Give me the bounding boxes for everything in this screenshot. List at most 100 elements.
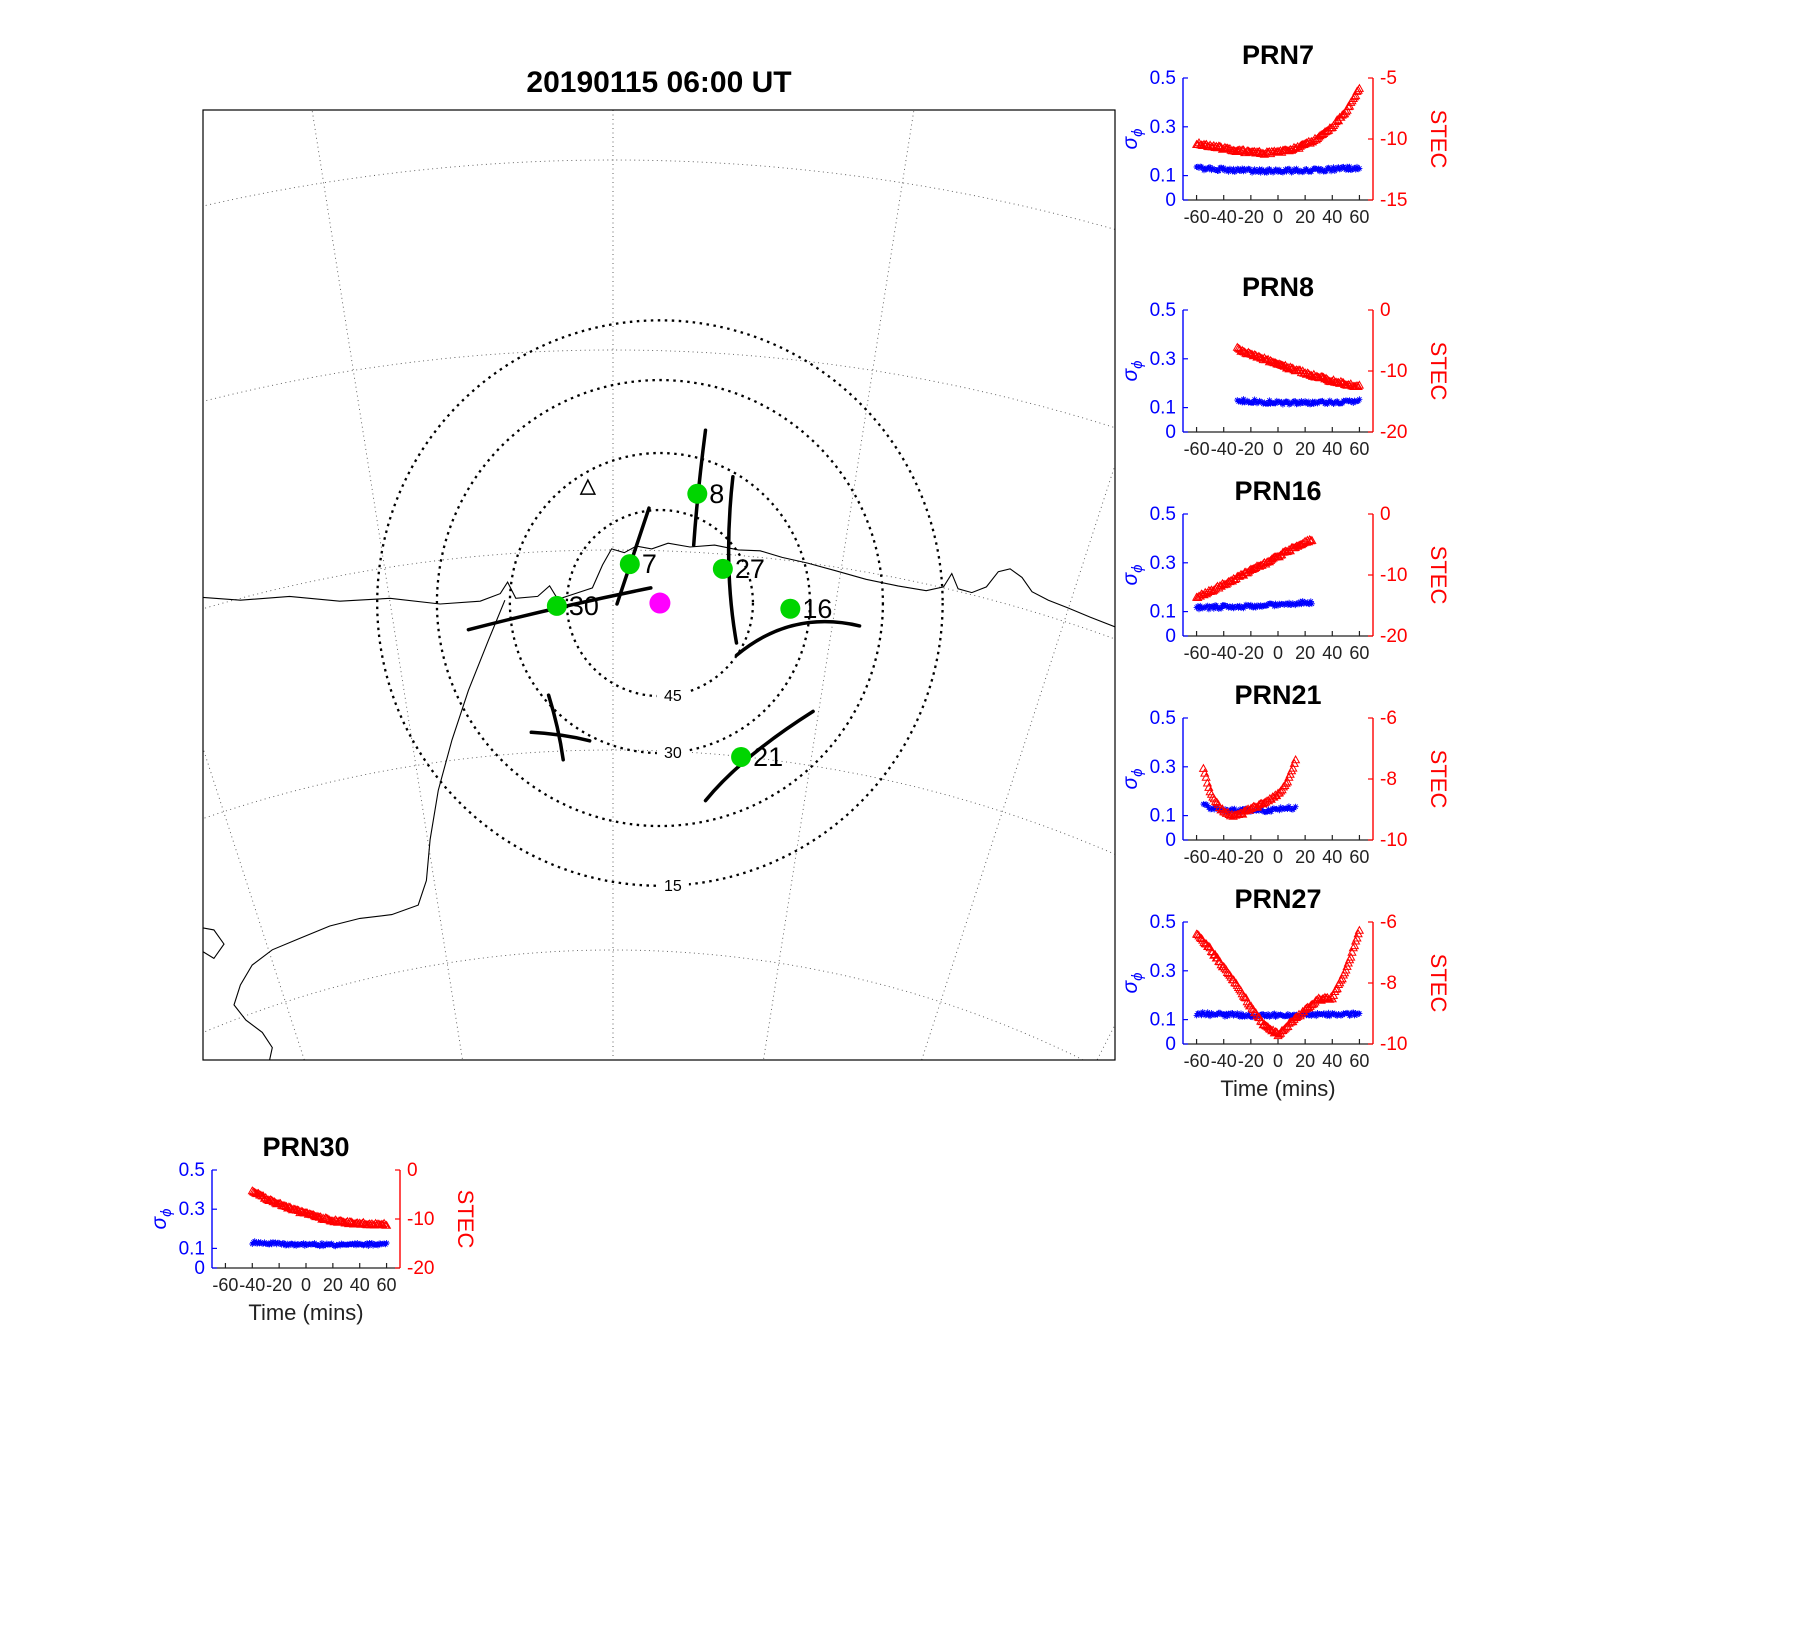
x-tick-label: 20 — [1295, 847, 1315, 867]
sigma-phi-axis-label: σϕ — [1119, 972, 1146, 993]
satellite-dot-prn27 — [712, 558, 733, 579]
satellite-dot-prn16 — [780, 598, 801, 619]
sigma-phi-series — [1193, 1009, 1363, 1021]
left-tick-label: 0 — [1165, 830, 1176, 851]
stec-axis-label: STEC — [1426, 750, 1451, 809]
left-tick-label: 0.3 — [1150, 757, 1176, 778]
x-tick-label: 60 — [1349, 847, 1369, 867]
x-tick-label: 20 — [1295, 207, 1315, 227]
x-tick-label: 40 — [1322, 847, 1342, 867]
x-tick-label: -60 — [1184, 643, 1210, 663]
right-tick-label: -10 — [1380, 129, 1407, 150]
sigma-phi-series — [1193, 163, 1363, 176]
svg-text:STEC: STEC — [1426, 546, 1451, 605]
subplot-title-PRN16: PRN16 — [1234, 476, 1321, 506]
x-tick-label: 20 — [1295, 1051, 1315, 1071]
right-tick-label: -5 — [1380, 68, 1397, 89]
sigma-phi-axis-label: σϕ — [1119, 128, 1146, 149]
satellite-label-prn27: 27 — [735, 554, 765, 584]
right-tick-label: -8 — [1380, 973, 1397, 994]
x-tick-label: 0 — [1273, 439, 1283, 459]
subplot-title-PRN8: PRN8 — [1242, 272, 1314, 302]
direction-triangle-marker — [579, 478, 597, 495]
x-tick-label: -40 — [1211, 207, 1237, 227]
sigma-phi-axis-label: σϕ — [1119, 360, 1146, 381]
left-tick-label: 0.5 — [1150, 504, 1176, 525]
satellite-dot-prn30 — [546, 595, 567, 616]
svg-text:STEC: STEC — [1426, 342, 1451, 401]
satellite-dot-prn8 — [687, 483, 708, 504]
x-tick-label: 60 — [1349, 439, 1369, 459]
svg-text:STEC: STEC — [1426, 954, 1451, 1013]
right-tick-label: -10 — [407, 1209, 434, 1230]
satellite-label-prn21: 21 — [753, 742, 783, 772]
subplot-title-PRN30: PRN30 — [262, 1132, 349, 1162]
left-tick-label: 0.3 — [1150, 553, 1176, 574]
stec-series — [1191, 925, 1365, 1040]
left-tick-label: 0.3 — [1150, 961, 1176, 982]
svg-text:STEC: STEC — [1426, 110, 1451, 169]
map-title: 20190115 06:00 UT — [526, 66, 792, 99]
x-tick-label: 20 — [323, 1275, 343, 1295]
satellite-points: 8 7 27 30 16 21 — [546, 479, 832, 772]
elevation-ring-label: 15 — [664, 878, 682, 895]
left-tick-label: 0.1 — [179, 1238, 205, 1259]
left-tick-label: 0.3 — [1150, 349, 1176, 370]
left-tick-label: 0.5 — [1150, 708, 1176, 729]
x-tick-label: 40 — [1322, 439, 1342, 459]
right-tick-label: -6 — [1380, 912, 1397, 933]
x-tick-label: -40 — [1211, 439, 1237, 459]
x-tick-label: -20 — [1238, 1051, 1264, 1071]
x-tick-label: -40 — [1211, 643, 1237, 663]
elevation-ring-label: 45 — [664, 688, 682, 705]
left-tick-label: 0.1 — [1150, 806, 1176, 827]
stec-series — [247, 1186, 392, 1229]
x-tick-label: -40 — [239, 1275, 265, 1295]
right-tick-label: 0 — [1380, 300, 1391, 321]
sigma-phi-series — [1234, 396, 1363, 408]
x-tick-label: -60 — [1184, 439, 1210, 459]
x-tick-label: 60 — [377, 1275, 397, 1295]
x-tick-label: 60 — [1349, 207, 1369, 227]
stec-series — [1191, 83, 1365, 158]
x-tick-label: -20 — [1238, 847, 1264, 867]
x-tick-label: 40 — [1322, 643, 1342, 663]
subplot-PRN7: -60 -40 -20 0 20 40 60 0 0.1 0.3 0.5 -5 -10 -15 PRN7 σϕ… — [1119, 40, 1451, 227]
x-tick-label: -60 — [1184, 847, 1210, 867]
sigma-phi-axis-label: σϕ — [148, 1208, 175, 1229]
left-tick-label: 0 — [1165, 190, 1176, 211]
stec-axis-label: STEC — [1426, 342, 1451, 401]
svg-text:STEC: STEC — [453, 1190, 478, 1249]
left-tick-label: 0.3 — [1150, 117, 1176, 138]
right-tick-label: -6 — [1380, 708, 1397, 729]
x-tick-label: -60 — [212, 1275, 238, 1295]
left-tick-label: 0.5 — [1150, 300, 1176, 321]
satellite-label-prn8: 8 — [709, 479, 724, 509]
elevation-ring-label: 30 — [664, 745, 682, 762]
right-tick-label: -10 — [1380, 565, 1407, 586]
x-tick-label: 0 — [1273, 847, 1283, 867]
left-tick-label: 0 — [1165, 1034, 1176, 1055]
left-tick-label: 0.1 — [1150, 398, 1176, 419]
svg-text:σϕ: σϕ — [1119, 564, 1146, 585]
svg-text:σϕ: σϕ — [1119, 360, 1146, 381]
right-tick-label: -20 — [1380, 422, 1407, 443]
right-tick-label: -20 — [407, 1258, 434, 1279]
coastline — [203, 542, 1115, 1060]
map-frame — [202, 109, 1116, 1061]
left-tick-label: 0.3 — [179, 1199, 205, 1220]
subplot-title-PRN21: PRN21 — [1234, 680, 1321, 710]
x-tick-label: -40 — [1211, 847, 1237, 867]
sigma-phi-axis-label: σϕ — [1119, 564, 1146, 585]
x-tick-label: 40 — [350, 1275, 370, 1295]
satellite-dot-prn7 — [619, 554, 640, 575]
left-tick-label: 0.1 — [1150, 602, 1176, 623]
satellite-dot-prn21 — [731, 746, 752, 767]
right-tick-label: -8 — [1380, 769, 1397, 790]
left-tick-label: 0 — [1165, 626, 1176, 647]
